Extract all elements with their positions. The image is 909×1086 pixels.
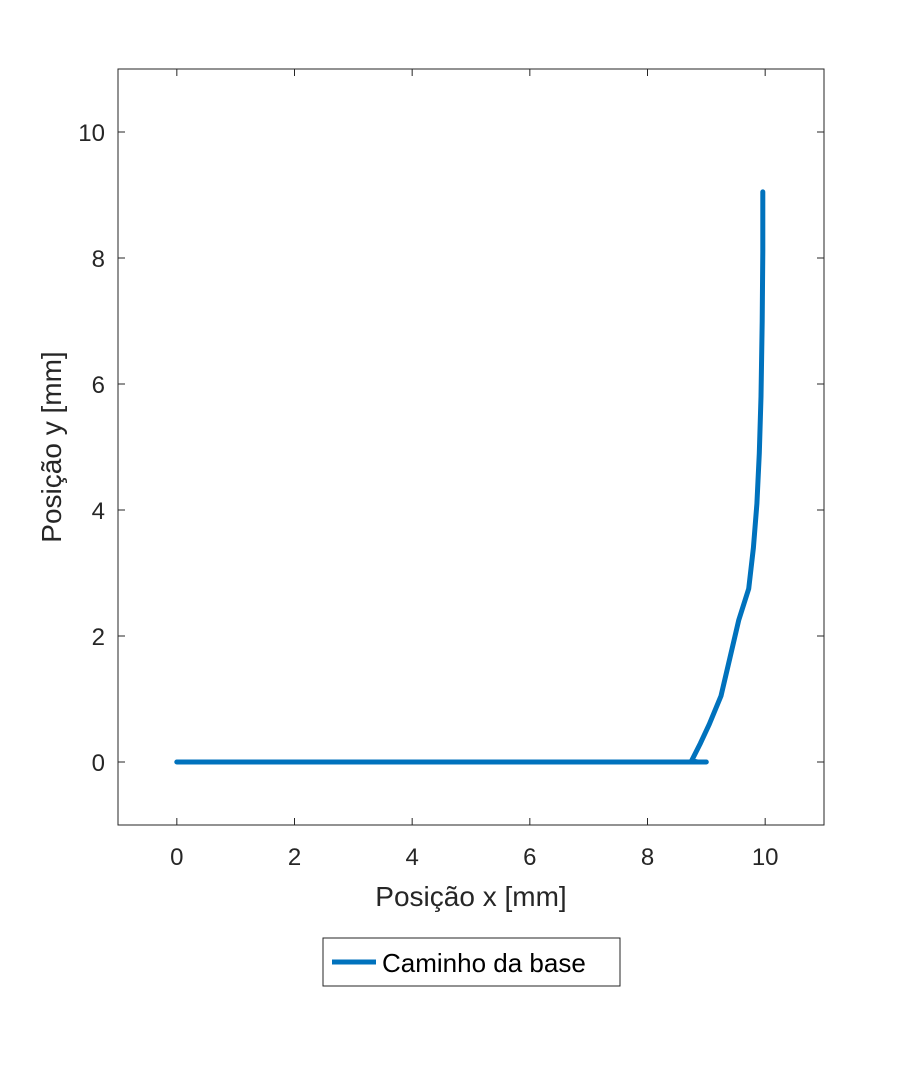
y-tick-label: 6 [92,372,105,399]
legend: Caminho da base [322,937,621,987]
x-tick-label: 10 [752,844,779,871]
series-line-0 [174,189,766,765]
x-axis-label: Posição x [mm] [375,881,566,912]
x-tick-label: 4 [405,844,418,871]
plot-frame [117,68,825,826]
x-tick-label: 2 [288,844,301,871]
x-tick-label: 0 [170,844,183,871]
y-tick-label: 10 [78,120,105,147]
series-layer [174,189,766,765]
y-tick-label: 8 [92,246,105,273]
y-tick-label: 4 [92,498,105,525]
plot-area [118,69,824,825]
y-tick-label: 2 [92,624,105,651]
tick-labels: 0 2 4 6 8 10 0 2 4 6 8 10 [78,120,778,871]
x-tick-label: 8 [641,844,654,871]
x-tick-label: 6 [523,844,536,871]
y-tick-label: 0 [92,750,105,777]
axis-ticks [118,69,824,825]
legend-entry-label: Caminho da base [382,948,586,978]
y-axis-label: Posição y [mm] [36,351,67,542]
